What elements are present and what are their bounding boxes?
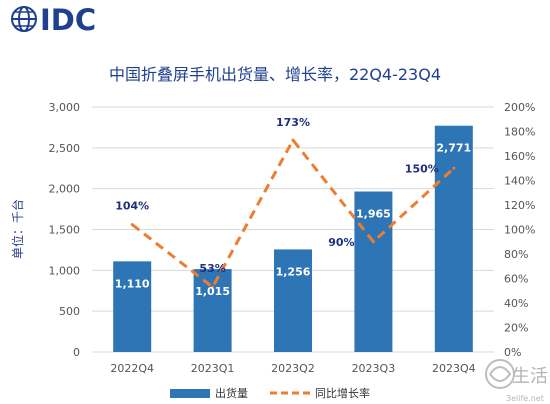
y2-tick-label: 100%: [504, 224, 535, 237]
y-tick-label: 0: [73, 346, 80, 359]
line-value-label: 104%: [115, 200, 149, 213]
bar-value-label: 1,256: [276, 265, 311, 278]
y2-tick-label: 140%: [504, 175, 535, 188]
growth-point: [211, 285, 215, 289]
bar: [274, 249, 312, 352]
y2-tick-label: 60%: [504, 273, 528, 286]
y-tick-label: 2,500: [49, 142, 81, 155]
bar-value-label: 1,015: [195, 285, 230, 298]
y-axis-label: 单位：千台: [10, 199, 25, 259]
y2-tick-label: 0%: [504, 346, 521, 359]
y2-tick-label: 180%: [504, 126, 535, 139]
legend-bar-label: 出货量: [215, 386, 248, 400]
y-axis-ticks: 0 500 1,000 1,500 2,000 2,500 3,000: [49, 101, 81, 359]
logo-text: IDC: [40, 3, 96, 37]
growth-line-series: [130, 138, 456, 289]
bar-series: [113, 125, 473, 353]
globe-icon: [11, 6, 37, 32]
y-tick-label: 3,000: [49, 101, 81, 114]
y2-tick-label: 120%: [504, 199, 535, 212]
chart-title: 中国折叠屏手机出货量、增长率，22Q4-23Q4: [109, 65, 441, 84]
idc-logo: IDC: [11, 3, 96, 37]
y-tick-label: 1,000: [49, 264, 81, 277]
bar-value-label: 1,965: [356, 208, 391, 221]
x-tick-label: 2023Q1: [191, 362, 235, 375]
bar-value-label: 1,110: [115, 277, 150, 290]
swirl-logo-icon: [485, 359, 515, 389]
y2-tick-label: 200%: [504, 101, 535, 114]
y2-tick-label: 160%: [504, 150, 535, 163]
x-tick-label: 2023Q3: [352, 362, 396, 375]
x-tick-label: 2023Q4: [432, 362, 476, 375]
growth-point: [130, 223, 134, 227]
line-value-label: 173%: [276, 116, 310, 129]
y-tick-label: 500: [59, 305, 80, 318]
growth-point: [371, 240, 375, 244]
x-tick-label: 2022Q4: [110, 362, 154, 375]
y2-tick-label: 40%: [504, 297, 528, 310]
bar: [193, 269, 232, 352]
x-axis-ticks: 2022Q4 2023Q1 2023Q2 2023Q3 2023Q4: [110, 362, 475, 375]
line-value-label: 90%: [328, 236, 354, 249]
y2-tick-label: 80%: [504, 248, 528, 261]
y-tick-label: 2,000: [49, 183, 81, 196]
growth-line: [131, 138, 455, 289]
line-value-labels: 104% 53% 173% 90% 150%: [115, 116, 439, 275]
bar: [354, 191, 393, 352]
line-value-label: 53%: [199, 262, 225, 275]
watermark-site: 3elife.net: [506, 394, 544, 403]
bar-value-labels: 1,110 1,015 1,256 1,965 2,771: [115, 142, 471, 298]
legend-bar-swatch: [170, 389, 210, 398]
watermark-text: 生活: [512, 366, 548, 387]
bar-value-label: 2,771: [436, 142, 471, 155]
line-value-label: 150%: [405, 162, 439, 175]
y2-axis-ticks: 0% 20% 40% 60% 80% 100% 120% 140% 160% 180% 200%: [504, 101, 535, 359]
legend-line-label: 同比增长率: [315, 386, 370, 400]
x-tick-label: 2023Q2: [271, 362, 315, 375]
y2-tick-label: 20%: [504, 322, 528, 335]
watermark: 生活 3elife.net: [485, 359, 548, 403]
growth-point: [291, 138, 295, 142]
legend: 出货量 同比增长率: [170, 386, 370, 400]
bar: [113, 261, 152, 352]
y-tick-label: 1,500: [49, 224, 81, 237]
growth-point: [452, 166, 456, 170]
bar: [434, 125, 473, 353]
